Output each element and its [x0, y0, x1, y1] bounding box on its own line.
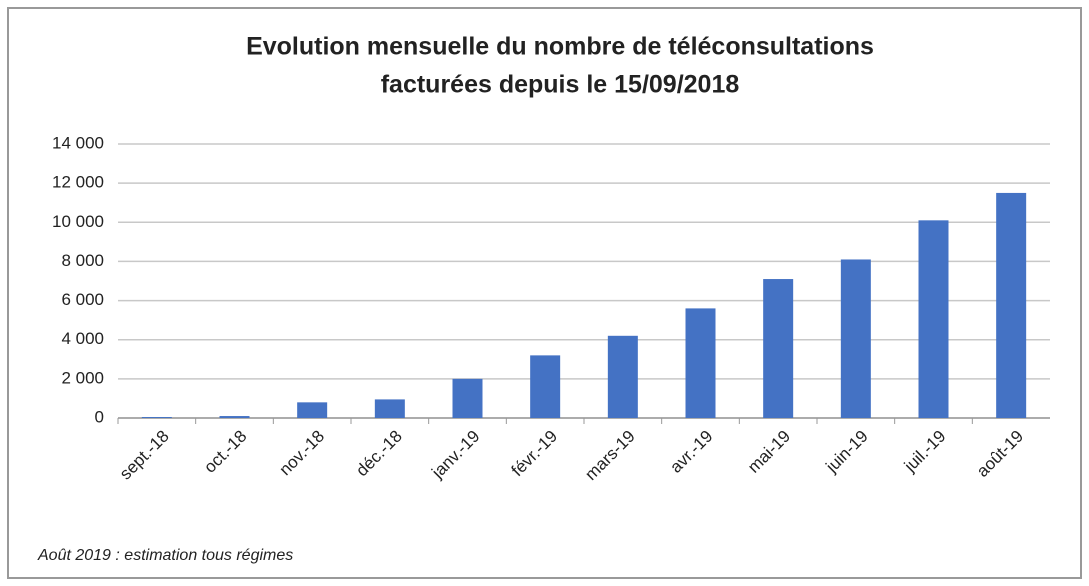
footnote: Août 2019 : estimation tous régimes	[37, 547, 293, 564]
y-tick-label: 12 000	[52, 173, 104, 192]
y-tick-label: 0	[95, 407, 104, 426]
y-tick-label: 8 000	[61, 251, 104, 270]
bar	[452, 378, 483, 418]
bar	[918, 220, 949, 418]
bar	[141, 417, 172, 418]
y-tick-label: 10 000	[52, 212, 104, 231]
chart-title: facturées depuis le 15/09/2018	[381, 71, 740, 99]
bar	[685, 308, 716, 418]
bar	[297, 402, 328, 418]
bar	[374, 399, 405, 418]
y-tick-label: 6 000	[61, 290, 104, 309]
chart-title: Evolution mensuelle du nombre de télécon…	[246, 33, 874, 61]
bar	[840, 259, 871, 418]
y-tick-label: 4 000	[61, 329, 104, 348]
chart-frame	[7, 7, 1082, 579]
bar	[219, 416, 250, 418]
bar	[530, 355, 561, 418]
bar	[607, 335, 638, 418]
y-tick-label: 2 000	[61, 368, 104, 387]
bar	[996, 192, 1027, 418]
y-tick-label: 14 000	[52, 133, 104, 152]
bar	[763, 279, 794, 418]
